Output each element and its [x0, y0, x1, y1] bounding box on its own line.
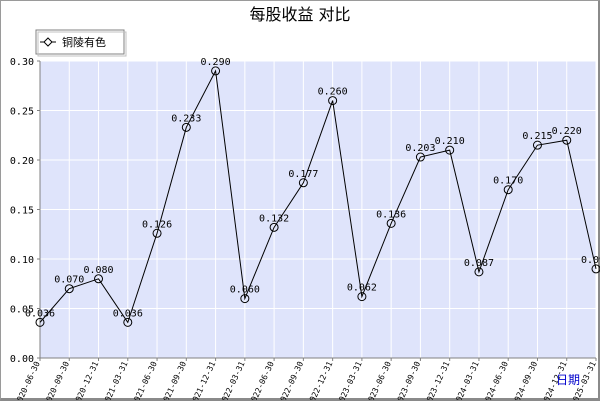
data-point-marker: [503, 185, 513, 195]
data-point-marker: [35, 317, 45, 327]
legend-shadow: [37, 31, 127, 57]
x-axis-label: 日期: [556, 373, 580, 387]
x-tick-label: 2021-06-30: [130, 360, 159, 400]
x-tick-label: 2020-09-30: [43, 360, 72, 400]
data-label: 0.210: [435, 136, 465, 147]
data-point-marker: [181, 122, 191, 132]
data-label: 0.087: [464, 258, 494, 269]
data-label: 0.132: [259, 213, 289, 224]
x-tick-label: 2024-09-30: [511, 360, 540, 400]
x-tick-label: 2023-03-31: [335, 360, 364, 400]
data-label: 0.036: [25, 308, 55, 319]
data-label: 0.060: [230, 285, 260, 296]
x-tick-label: 2024-03-31: [452, 360, 481, 400]
data-label: 0.203: [405, 143, 435, 154]
x-tick-labels: 2020-06-30 2020-09-30 2020-12-31 2021-03-31…: [13, 358, 598, 400]
y-tick-label: 0.10: [10, 255, 34, 266]
x-tick-label: 2022-12-31: [306, 360, 335, 400]
data-label: 0.062: [347, 283, 377, 294]
y-tick-label: 0.15: [10, 206, 34, 217]
data-label: 0.036: [113, 308, 143, 319]
legend-marker-swatch: [43, 37, 53, 47]
y-tick-label: 0.25: [10, 107, 34, 118]
data-point-marker: [386, 218, 396, 228]
y-tick-labels: 0.00 0.05 0.10 0.15 0.20 0.25 0.30: [10, 57, 40, 365]
data-point-marker: [357, 292, 367, 302]
data-point-marker: [64, 284, 74, 294]
data-point-marker: [94, 274, 104, 284]
x-tick-label: 2021-03-31: [101, 360, 130, 400]
data-point-marker: [532, 140, 542, 150]
data-label: 0.290: [201, 57, 231, 68]
x-tick-label: 2023-09-30: [394, 360, 423, 400]
x-tick-label: 2021-12-31: [189, 360, 218, 400]
data-label: 0.136: [376, 209, 406, 220]
data-point-marker: [474, 267, 484, 277]
data-label: 0.177: [288, 169, 318, 180]
data-label: 0.260: [318, 87, 348, 98]
data-label: 0.090: [581, 255, 600, 266]
chart-title: 每股收益 对比: [249, 5, 350, 24]
data-label: 0.126: [142, 219, 172, 230]
series-layer: [35, 66, 600, 327]
x-tick-label: 2022-06-30: [247, 360, 276, 400]
y-tick-label: 0.00: [10, 354, 34, 365]
x-tick-label: 2023-06-30: [364, 360, 393, 400]
grid-lines: [39, 60, 597, 359]
data-label: 0.080: [83, 265, 113, 276]
legend: 铜陵有色: [35, 29, 127, 57]
series-line: [39, 69, 597, 324]
data-point-marker: [298, 178, 308, 188]
data-point-marker: [562, 135, 572, 145]
data-label: 0.220: [552, 126, 582, 137]
y-tick-label: 0.20: [10, 156, 34, 167]
y-tick-label: 0.30: [10, 57, 34, 68]
x-tick-label: 2020-12-31: [72, 360, 101, 400]
data-point-marker: [328, 96, 338, 106]
data-point-marker: [123, 317, 133, 327]
x-tick-label: 2022-03-31: [218, 360, 247, 400]
data-point-marker: [269, 222, 279, 232]
legend-label: 铜陵有色: [62, 35, 106, 49]
data-point-marker: [445, 145, 455, 155]
data-point-marker: [591, 264, 600, 274]
data-point-marker: [152, 228, 162, 238]
x-tick-label: 2020-06-30: [13, 360, 42, 400]
data-label: 0.170: [493, 176, 523, 187]
data-label: 0.070: [54, 275, 84, 286]
data-point-marker: [415, 152, 425, 162]
x-tick-label: 2024-06-30: [482, 360, 511, 400]
data-point-marker: [240, 294, 250, 304]
x-tick-label: 2023-12-31: [423, 360, 452, 400]
x-tick-label: 2022-09-30: [277, 360, 306, 400]
data-label: 0.233: [171, 113, 201, 124]
data-label: 0.215: [522, 131, 552, 142]
y-tick-label: 0.05: [10, 305, 34, 316]
data-point-marker: [211, 66, 221, 76]
x-tick-label: 2021-09-30: [160, 360, 189, 400]
